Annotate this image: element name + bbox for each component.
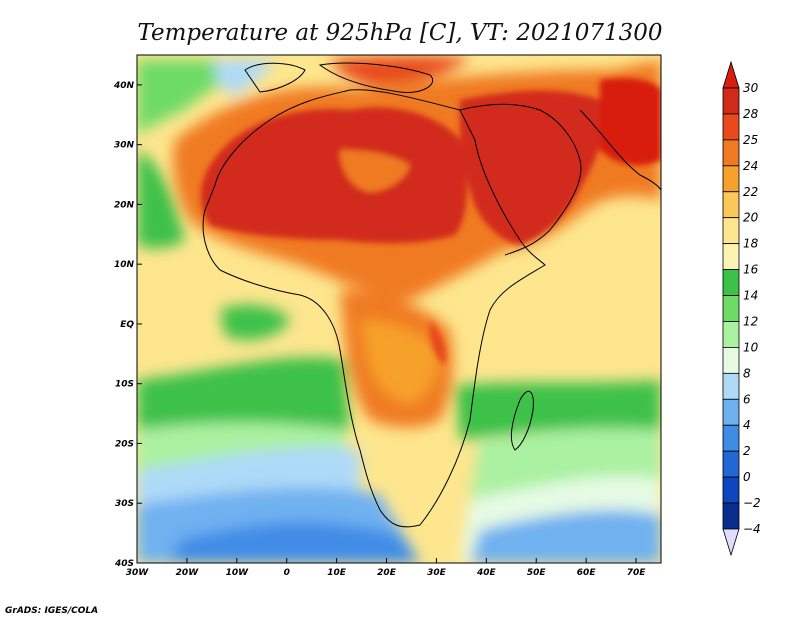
colorbar-label: −2 bbox=[743, 496, 761, 510]
colorbar-segment bbox=[722, 502, 740, 530]
page-title: Temperature at 925hPa [C], VT: 202107130… bbox=[137, 20, 662, 46]
colorbar-segment bbox=[722, 424, 740, 452]
colorbar-segment bbox=[722, 372, 740, 400]
temperature-field bbox=[137, 55, 661, 563]
colorbar-label: 18 bbox=[743, 237, 759, 251]
y-tick-label: 10S bbox=[115, 380, 134, 390]
colorbar-segment bbox=[722, 450, 740, 478]
colorbar-label: 4 bbox=[743, 418, 751, 432]
y-tick-label: 40N bbox=[113, 81, 135, 91]
x-tick-label: 20W bbox=[176, 568, 200, 578]
colorbar-segment bbox=[722, 295, 740, 322]
colorbar-top-arrow bbox=[722, 60, 740, 89]
colorbar-segment bbox=[722, 347, 740, 374]
colorbar-label: 12 bbox=[743, 314, 758, 328]
colorbar-segment bbox=[722, 87, 740, 115]
colorbar-segment bbox=[722, 217, 740, 245]
x-tick-label: 70E bbox=[627, 568, 647, 578]
colorbar-bottom-arrow bbox=[722, 528, 740, 557]
x-tick-label: 0 bbox=[284, 568, 290, 578]
plot-frame bbox=[136, 54, 662, 564]
colorbar-label: 2 bbox=[743, 444, 751, 458]
x-tick-label: 10W bbox=[226, 568, 250, 578]
colorbar-label: −4 bbox=[743, 522, 761, 536]
colorbar-segment bbox=[722, 165, 740, 193]
colorbar-segment bbox=[722, 269, 740, 296]
colorbar-label: 24 bbox=[743, 159, 758, 173]
y-tick-label: EQ bbox=[120, 320, 134, 330]
x-tick-label: 30E bbox=[427, 568, 447, 578]
y-tick-label: 30S bbox=[115, 499, 134, 509]
colorbar-segment bbox=[722, 191, 740, 219]
x-tick-label: 30W bbox=[126, 568, 150, 578]
coastlines bbox=[202, 62, 661, 528]
colorbar-label: 16 bbox=[743, 263, 759, 277]
x-axis: 30W 20W 10W 0 10E 20E 30E 40E 50E 60E 70E bbox=[126, 558, 646, 578]
y-axis: 40N 30N 20N 10N EQ 10S 20S 30S 40S bbox=[113, 81, 142, 569]
x-tick-label: 60E bbox=[577, 568, 597, 578]
y-tick-label: 10N bbox=[114, 260, 135, 270]
x-tick-label: 50E bbox=[527, 568, 547, 578]
colorbar-segment bbox=[722, 476, 740, 504]
colorbar-segment bbox=[722, 243, 740, 270]
colorbar-label: 22 bbox=[743, 185, 758, 199]
colorbar-label: 14 bbox=[743, 289, 758, 303]
colorbar-label: 0 bbox=[743, 470, 751, 484]
colorbar-label: 20 bbox=[743, 211, 759, 225]
colorbar-label: 8 bbox=[743, 366, 751, 380]
y-tick-label: 20N bbox=[114, 200, 135, 210]
x-tick-label: 20E bbox=[377, 568, 397, 578]
colorbar-segment bbox=[722, 398, 740, 426]
x-tick-label: 40E bbox=[476, 568, 497, 578]
colorbar-segment bbox=[722, 139, 740, 167]
colorbar-label: 25 bbox=[743, 133, 758, 147]
y-tick-label: 40S bbox=[114, 559, 134, 569]
colorbar-segment bbox=[722, 113, 740, 141]
y-tick-label: 20S bbox=[115, 439, 134, 449]
colorbar-label: 30 bbox=[743, 81, 759, 95]
colorbar-segment bbox=[722, 321, 740, 348]
credit-text: GrADS: IGES/COLA bbox=[5, 606, 98, 616]
x-tick-label: 10E bbox=[327, 568, 347, 578]
colorbar-label: 10 bbox=[743, 340, 759, 354]
colorbar-label: 6 bbox=[743, 392, 751, 406]
y-tick-label: 30N bbox=[114, 141, 135, 151]
colorbar-label: 28 bbox=[743, 107, 759, 121]
